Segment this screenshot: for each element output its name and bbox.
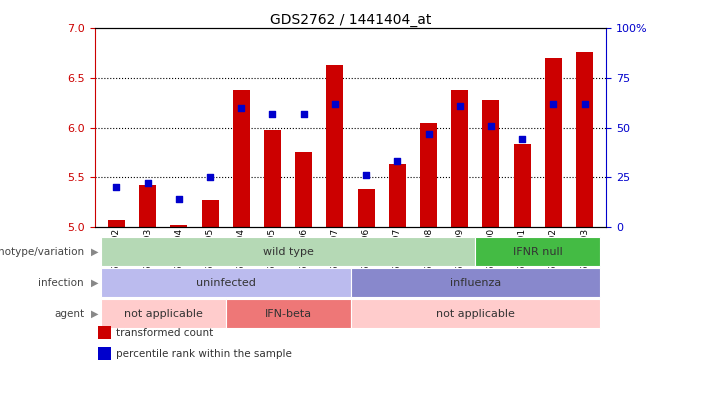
Text: percentile rank within the sample: percentile rank within the sample xyxy=(116,349,292,358)
Bar xyxy=(576,52,593,227)
Text: uninfected: uninfected xyxy=(196,278,256,288)
Point xyxy=(579,100,590,107)
Bar xyxy=(170,225,187,227)
Text: ▶: ▶ xyxy=(91,309,99,319)
Point xyxy=(485,122,496,129)
Bar xyxy=(545,58,562,227)
Bar xyxy=(295,152,312,227)
Bar xyxy=(264,130,281,227)
Point xyxy=(111,184,122,190)
Text: genotype/variation: genotype/variation xyxy=(0,247,84,256)
Bar xyxy=(108,220,125,227)
Point xyxy=(267,111,278,117)
Bar xyxy=(420,123,437,227)
Text: not applicable: not applicable xyxy=(436,309,515,319)
Point xyxy=(329,100,341,107)
Text: infection: infection xyxy=(39,278,84,288)
Point xyxy=(205,174,216,181)
Bar xyxy=(201,200,219,227)
Bar xyxy=(233,90,250,227)
Point xyxy=(517,136,528,143)
Text: IFNR null: IFNR null xyxy=(513,247,563,256)
Title: GDS2762 / 1441404_at: GDS2762 / 1441404_at xyxy=(270,13,431,27)
Text: ▶: ▶ xyxy=(91,278,99,288)
Bar xyxy=(482,100,500,227)
Point xyxy=(360,172,372,179)
Bar xyxy=(139,185,156,227)
Point xyxy=(547,100,559,107)
Point xyxy=(236,104,247,111)
Text: ▶: ▶ xyxy=(91,247,99,256)
Text: transformed count: transformed count xyxy=(116,328,213,337)
Point xyxy=(423,130,434,137)
Point xyxy=(392,158,403,164)
Bar xyxy=(451,90,468,227)
Point xyxy=(173,196,184,202)
Text: IFN-beta: IFN-beta xyxy=(264,309,312,319)
Text: agent: agent xyxy=(54,309,84,319)
Bar xyxy=(327,65,343,227)
Point xyxy=(298,111,309,117)
Point xyxy=(454,102,465,109)
Bar xyxy=(389,164,406,227)
Point xyxy=(142,180,154,186)
Text: influenza: influenza xyxy=(449,278,501,288)
Bar xyxy=(358,189,374,227)
Bar xyxy=(514,145,531,227)
Text: not applicable: not applicable xyxy=(124,309,203,319)
Text: wild type: wild type xyxy=(263,247,313,256)
